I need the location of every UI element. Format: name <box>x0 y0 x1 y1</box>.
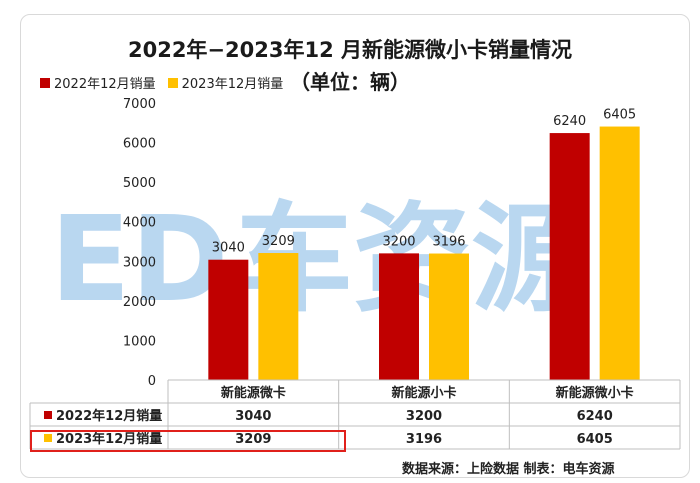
bar-2022 <box>549 133 590 380</box>
y-tick-label: 4000 <box>123 216 156 231</box>
source-note: 数据来源：上险数据 制表：电车资源 <box>402 462 615 477</box>
y-tick-label: 7000 <box>123 97 156 112</box>
table-legend-swatch <box>44 411 52 419</box>
bar-2023 <box>599 126 640 380</box>
y-axis: 0 1000 2000 3000 4000 5000 6000 7000 <box>123 97 156 389</box>
table-cell-value: 3196 <box>406 432 442 447</box>
table-cell-value: 6405 <box>577 432 613 447</box>
legend-swatch-2023 <box>167 77 178 88</box>
data-label: 6405 <box>603 108 636 123</box>
y-tick-label: 1000 <box>123 334 156 349</box>
legend-item-2023: 2023年12月销量 <box>167 73 284 92</box>
legend-label-2022: 2022年12月销量 <box>54 77 156 92</box>
bar-2023 <box>429 253 469 380</box>
table-series-name: 2022年12月销量 <box>56 408 162 424</box>
watermark-logo-letters: ED <box>50 190 229 328</box>
bar-2023 <box>258 253 299 380</box>
legend-label-2023: 2023年12月销量 <box>181 77 284 92</box>
highlight-box <box>30 430 346 452</box>
y-tick-label: 5000 <box>123 176 156 191</box>
y-tick-label: 3000 <box>123 255 156 270</box>
y-tick-label: 2000 <box>123 295 156 310</box>
data-table: 新能源微卡 新能源小卡 新能源微小卡 2022年12月销量 3040 3200 6240 20… <box>29 379 681 450</box>
table-series-name: 2023年12月销量 <box>56 431 162 447</box>
table-cell-value: 3200 <box>406 409 442 424</box>
table-cell-value: 3040 <box>235 409 271 424</box>
data-label: 3196 <box>432 235 465 250</box>
category-label: 新能源微卡 <box>221 385 286 401</box>
y-tick-label: 0 <box>148 374 156 389</box>
category-label: 新能源小卡 <box>391 385 456 401</box>
chart-title: 2022年−2023年12 月新能源微小卡销量情况 <box>127 38 573 62</box>
data-label: 3209 <box>262 234 295 249</box>
table-cell-value: 3209 <box>235 432 271 447</box>
y-tick-label: 6000 <box>123 137 156 152</box>
data-label: 3200 <box>382 234 415 249</box>
category-label: 新能源微小卡 <box>556 385 634 401</box>
legend-swatch-2022 <box>40 77 50 88</box>
table-legend-swatch <box>44 434 52 442</box>
table-cell-value: 6240 <box>577 409 613 424</box>
bars: 3040 3209 3200 3196 6240 6405 <box>208 108 640 380</box>
bar-2022 <box>208 259 249 380</box>
data-label: 6240 <box>553 114 586 129</box>
bar-2022 <box>379 253 419 380</box>
legend: 2022年12月销量 2023年12月销量 <box>40 73 283 92</box>
legend-item-2022: 2022年12月销量 <box>40 73 156 92</box>
chart-subtitle: （单位：辆） <box>290 70 410 94</box>
data-label: 3040 <box>212 241 245 256</box>
